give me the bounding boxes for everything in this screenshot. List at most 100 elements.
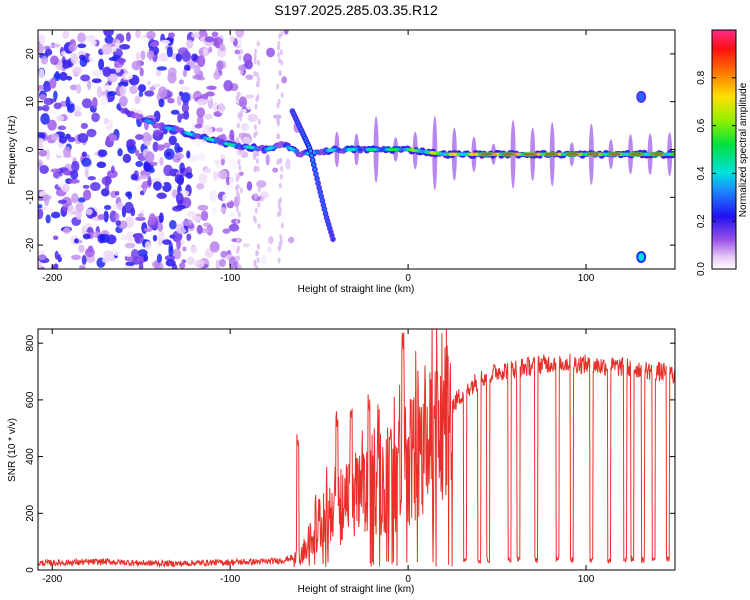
noise-blob <box>165 151 172 157</box>
isolated-spot-core <box>638 92 645 101</box>
noise-blob <box>197 204 209 211</box>
noise-blob <box>253 131 257 138</box>
noise-blob <box>255 150 259 157</box>
ridge-core <box>314 150 320 154</box>
noise-blob <box>116 201 124 211</box>
noise-blob <box>208 190 218 202</box>
noise-blob <box>168 246 174 257</box>
noise-blob <box>47 119 57 131</box>
noise-blob <box>222 193 232 203</box>
colorbar: 0.0 0.2 0.4 0.6 0.8 Normalized spectral ampl… <box>696 29 749 276</box>
noise-blob <box>235 218 239 225</box>
noise-blob <box>219 153 226 160</box>
snr-y-axis-label: SNR (10 * v/v) <box>7 418 18 482</box>
noise-blob <box>60 50 67 56</box>
noise-blob <box>124 73 133 80</box>
noise-blob <box>196 107 206 118</box>
noise-blob <box>255 249 259 256</box>
spectrogram-x-tick-label: 100 <box>578 273 595 284</box>
noise-blob <box>239 171 244 176</box>
noise-blob <box>42 104 50 112</box>
ridge-peak-halo <box>627 151 644 158</box>
noise-blob <box>272 167 279 173</box>
noise-blob <box>267 246 272 253</box>
noise-blob <box>144 90 155 97</box>
noise-blob <box>238 164 242 171</box>
branch-core <box>317 185 321 190</box>
colorbar-tick-label: 0.6 <box>696 118 707 132</box>
noise-blob <box>38 84 45 90</box>
noise-blob <box>235 176 239 183</box>
noise-blob <box>134 232 144 244</box>
ridge-peak-halo <box>585 151 602 158</box>
noise-blob <box>130 249 140 260</box>
noise-blob <box>253 70 257 77</box>
noise-blob <box>245 94 255 99</box>
noise-blob <box>38 149 48 157</box>
noise-blob <box>172 248 182 260</box>
noise-blob <box>138 91 144 97</box>
noise-blob <box>278 182 282 189</box>
noise-blob <box>56 114 65 122</box>
noise-blob <box>86 128 97 138</box>
noise-blob <box>135 149 140 157</box>
noise-blob <box>143 254 149 262</box>
spectrogram-y-ticks: -20 -10 0 10 20 <box>25 48 675 252</box>
ridge-core <box>357 147 363 152</box>
noise-blob <box>220 206 227 214</box>
noise-blob <box>68 43 77 52</box>
noise-blob <box>253 154 257 161</box>
noise-blob <box>277 98 281 105</box>
noise-blob <box>198 173 208 184</box>
ridge-core <box>192 133 197 137</box>
spectrogram-x-tick-label: -200 <box>42 273 62 284</box>
noise-blob <box>153 181 162 191</box>
noise-blob <box>228 175 237 186</box>
colorbar-label: Normalized spectral amplitude <box>738 82 749 217</box>
snr-background <box>38 329 675 570</box>
noise-blob <box>113 249 121 256</box>
noise-blob <box>91 97 98 109</box>
noise-blob <box>191 32 201 39</box>
noise-blob <box>117 148 123 157</box>
noise-blob <box>280 165 284 172</box>
noise-blob <box>112 38 117 44</box>
noise-blob <box>104 35 114 44</box>
noise-blob <box>130 173 138 181</box>
noise-blob <box>162 239 172 245</box>
noise-blob <box>45 214 51 224</box>
noise-blob <box>257 118 261 125</box>
noise-blob <box>167 97 175 104</box>
branch-core <box>318 190 322 194</box>
noise-blob <box>257 243 261 250</box>
noise-blob <box>135 160 144 167</box>
noise-blob <box>179 262 186 269</box>
noise-blob <box>70 170 79 180</box>
noise-blob <box>279 49 283 56</box>
noise-blob <box>78 54 86 60</box>
noise-blob <box>70 52 79 64</box>
noise-blob <box>79 265 86 269</box>
noise-blob <box>242 136 251 144</box>
noise-blob <box>279 173 283 180</box>
noise-blob <box>229 129 235 141</box>
noise-blob <box>72 66 82 76</box>
noise-blob <box>191 53 199 62</box>
noise-blob <box>253 58 257 65</box>
noise-blob <box>149 86 156 91</box>
noise-blob <box>58 136 67 144</box>
noise-blob <box>106 91 117 97</box>
noise-blob <box>160 39 171 45</box>
noise-blob <box>38 68 45 79</box>
noise-blob <box>234 255 238 262</box>
noise-blob <box>219 43 225 52</box>
noise-blob <box>280 59 284 66</box>
noise-blob <box>277 257 281 264</box>
noise-blob <box>205 91 215 97</box>
snr-y-tick-label: 800 <box>25 334 36 351</box>
noise-blob <box>71 254 81 261</box>
spectrogram-y-axis-label: Frequency (Hz) <box>7 116 18 185</box>
noise-blob <box>176 237 181 250</box>
noise-blob <box>118 96 128 107</box>
noise-blob <box>65 96 71 109</box>
